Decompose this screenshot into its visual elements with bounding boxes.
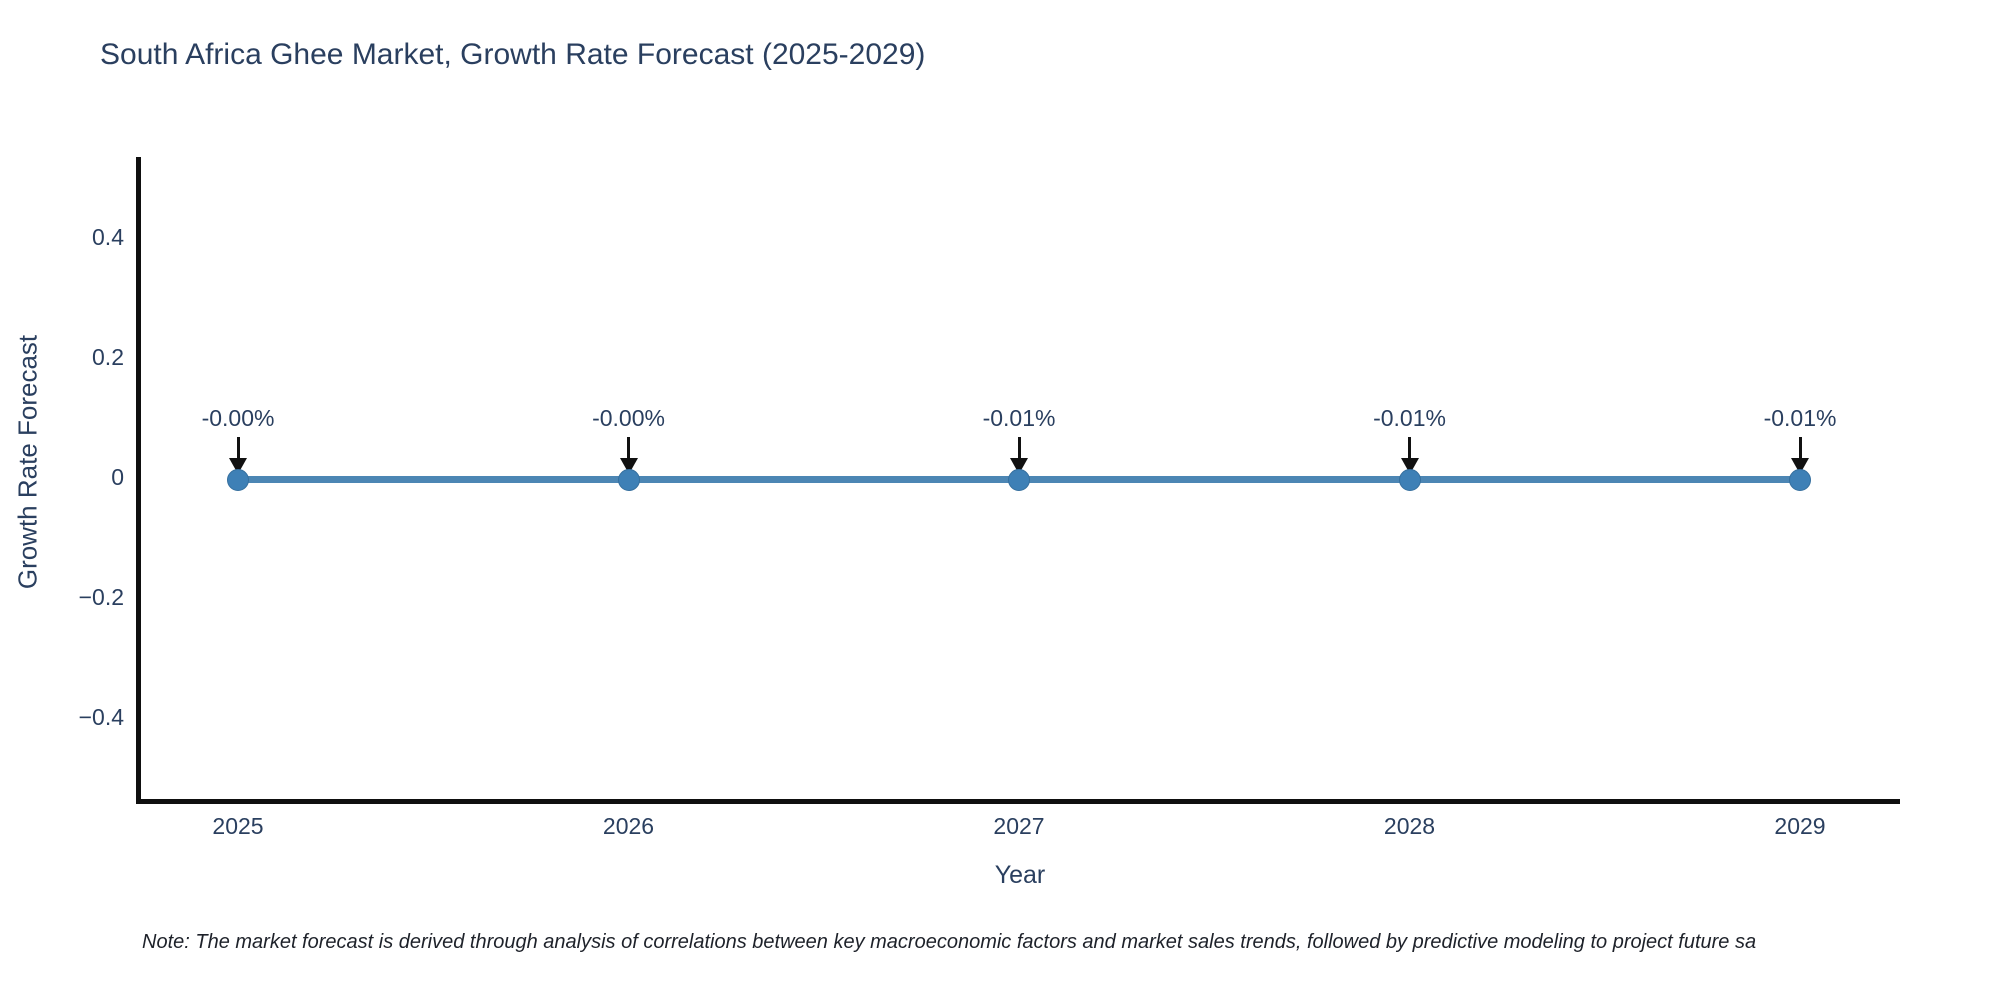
point-annotation: -0.00% — [201, 405, 275, 431]
data-point-marker — [227, 469, 249, 491]
point-annotation: -0.01% — [1373, 405, 1446, 431]
x-tick-label: 2029 — [1774, 813, 1826, 839]
annotation-arrow-shaft — [1408, 437, 1411, 460]
data-point-marker — [617, 469, 640, 491]
x-tick-label: 2025 — [212, 813, 264, 839]
annotation-arrow-shaft — [627, 437, 630, 460]
point-annotation: -0.01% — [982, 405, 1056, 431]
point-annotation: -0.00% — [592, 405, 665, 431]
data-point-marker — [1789, 469, 1811, 491]
y-tick-label: 0.4 — [92, 224, 124, 250]
footnote: Note: The market forecast is derived thr… — [142, 931, 1757, 953]
y-axis-line — [136, 157, 141, 804]
y-tick-label: −0.2 — [78, 584, 124, 610]
x-tick-label: 2026 — [602, 813, 655, 839]
y-tick-label: 0.2 — [92, 344, 124, 370]
y-axis-title: Growth Rate Forecast — [12, 334, 43, 590]
y-tick-label: −0.4 — [78, 704, 124, 730]
annotation-arrow-shaft — [1017, 437, 1021, 460]
x-tick-label: 2027 — [993, 813, 1045, 839]
annotation-arrow-shaft — [236, 437, 240, 460]
x-axis-line — [136, 799, 1900, 804]
data-point-marker — [1008, 469, 1030, 491]
x-tick-label: 2028 — [1383, 813, 1436, 839]
data-point-marker — [1398, 469, 1421, 491]
chart-title: South Africa Ghee Market, Growth Rate Fo… — [100, 38, 926, 71]
point-annotation: -0.01% — [1763, 405, 1837, 431]
y-tick-label: 0 — [111, 464, 124, 490]
annotation-arrow-shaft — [1798, 437, 1802, 460]
x-axis-title: Year — [994, 861, 1046, 889]
